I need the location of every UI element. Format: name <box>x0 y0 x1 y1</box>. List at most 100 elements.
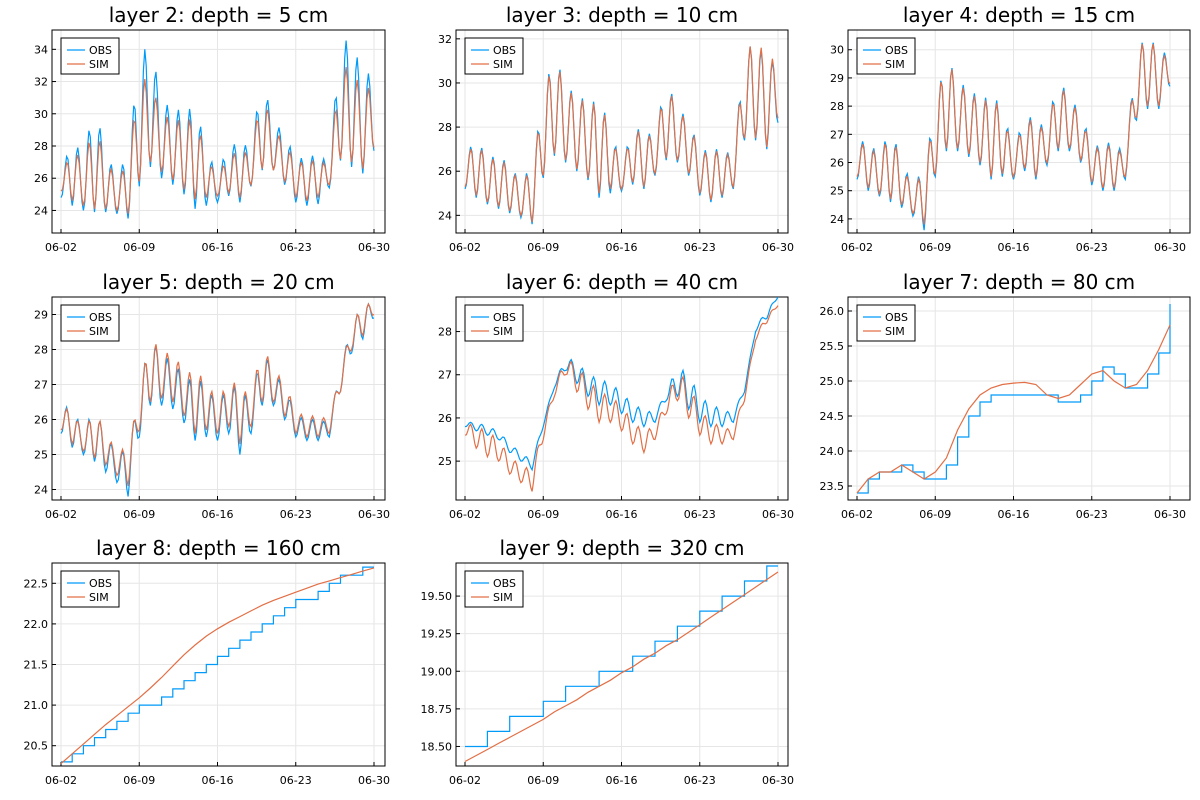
x-tick-label: 06-30 <box>762 774 794 787</box>
subplot-layer-8: layer 8: depth = 160 cm 20.5 21.0 21.5 22.0 2… <box>24 536 390 787</box>
series-line-obs <box>465 565 778 748</box>
y-tick-label: 29 <box>34 309 48 322</box>
series-line-sim <box>856 324 1171 494</box>
subplot-layer-4: layer 4: depth = 15 cm 24 25 26 27 28 29 30 06-0… <box>830 3 1191 254</box>
axes-frame <box>51 29 386 234</box>
x-tick-label: 06-02 <box>45 508 77 521</box>
legend-label-sim: SIM <box>885 325 905 338</box>
y-tick-label: 34 <box>34 43 48 56</box>
y-tick-label: 30 <box>34 108 48 121</box>
x-tick-label: 06-30 <box>358 774 390 787</box>
x-tick-label: 06-09 <box>123 774 155 787</box>
y-tick-label: 25 <box>34 449 48 462</box>
y-tick-label: 18.75 <box>421 703 453 716</box>
legend-box <box>856 304 916 342</box>
y-tick-label: 20.5 <box>24 740 49 753</box>
x-tick-label: 06-09 <box>527 774 559 787</box>
legend-label-sim: SIM <box>89 58 109 71</box>
series-line-sim <box>464 305 779 492</box>
axes-frame <box>847 296 1191 501</box>
legend-label-sim: SIM <box>885 58 905 71</box>
x-tick-label: 06-02 <box>449 774 481 787</box>
x-tick-label: 06-30 <box>1154 508 1186 521</box>
x-tick-label: 06-23 <box>684 774 716 787</box>
x-tick-label: 06-16 <box>606 241 638 254</box>
x-tick-label: 06-30 <box>762 241 794 254</box>
y-tick-label: 29 <box>830 72 844 85</box>
subplot-layer-9: layer 9: depth = 320 cm 18.50 18.75 19.00 19… <box>421 536 794 787</box>
x-tick-label: 06-16 <box>606 508 638 521</box>
y-tick-label: 21.0 <box>24 699 49 712</box>
x-tick-label: 06-30 <box>762 508 794 521</box>
series-line-sim <box>60 67 375 214</box>
y-tick-label: 27 <box>438 369 452 382</box>
series-line-sim <box>60 302 375 487</box>
y-tick-label: 22.5 <box>24 577 49 590</box>
legend-label-sim: SIM <box>493 325 513 338</box>
y-tick-label: 30 <box>438 77 452 90</box>
y-tick-label: 19.00 <box>421 665 453 678</box>
legend-box <box>60 37 120 75</box>
legend-label-obs: OBS <box>89 44 112 57</box>
subplot-layer-7: layer 7: depth = 80 cm 23.5 24.0 24.5 25.0 25… <box>820 270 1191 521</box>
subplot-layer-2: layer 2: depth = 5 cm 24 26 28 30 32 34 06-02 06… <box>34 3 390 254</box>
legend-label-obs: OBS <box>493 577 516 590</box>
x-tick-label: 06-23 <box>280 508 312 521</box>
subplot-layer-6: layer 6: depth = 40 cm 25 26 27 28 06-02 06-09… <box>438 270 794 521</box>
y-tick-label: 18.50 <box>421 740 453 753</box>
x-tick-label: 06-16 <box>202 774 234 787</box>
x-tick-label: 06-02 <box>841 241 873 254</box>
y-tick-label: 28 <box>438 326 452 339</box>
series-line-sim <box>464 46 779 223</box>
legend-label-sim: SIM <box>89 591 109 604</box>
x-tick-label: 06-09 <box>527 241 559 254</box>
x-tick-label: 06-23 <box>1076 241 1108 254</box>
y-tick-label: 25.5 <box>820 340 845 353</box>
y-tick-label: 27 <box>830 128 844 141</box>
x-tick-label: 06-23 <box>684 508 716 521</box>
x-tick-label: 06-02 <box>45 241 77 254</box>
x-tick-label: 06-16 <box>202 508 234 521</box>
y-tick-label: 24 <box>34 204 48 217</box>
y-tick-label: 32 <box>34 76 48 89</box>
x-tick-label: 06-16 <box>606 774 638 787</box>
legend-box <box>60 570 120 608</box>
panel-title: layer 3: depth = 10 cm <box>506 3 738 27</box>
y-tick-label: 25 <box>830 185 844 198</box>
panel-title: layer 9: depth = 320 cm <box>499 536 744 560</box>
legend-box <box>464 304 524 342</box>
x-tick-label: 06-23 <box>280 774 312 787</box>
y-tick-label: 28 <box>438 121 452 134</box>
x-tick-label: 06-02 <box>449 508 481 521</box>
x-tick-label: 06-16 <box>998 241 1030 254</box>
x-tick-label: 06-16 <box>998 508 1030 521</box>
panel-title: layer 2: depth = 5 cm <box>109 3 329 27</box>
y-tick-label: 23.5 <box>820 480 845 493</box>
panel-title: layer 7: depth = 80 cm <box>903 270 1135 294</box>
panel-title: layer 5: depth = 20 cm <box>102 270 334 294</box>
x-tick-label: 06-02 <box>45 774 77 787</box>
series-line-obs <box>464 297 779 472</box>
axes-frame <box>51 296 386 501</box>
series-line-sim <box>60 567 375 765</box>
y-tick-label: 19.50 <box>421 590 453 603</box>
x-tick-label: 06-09 <box>123 508 155 521</box>
x-tick-label: 06-09 <box>527 508 559 521</box>
x-tick-label: 06-23 <box>280 241 312 254</box>
legend-label-obs: OBS <box>493 311 516 324</box>
legend-label-sim: SIM <box>89 325 109 338</box>
x-tick-label: 06-16 <box>202 241 234 254</box>
y-tick-label: 26 <box>438 412 452 425</box>
y-tick-label: 26 <box>34 172 48 185</box>
legend-label-sim: SIM <box>493 58 513 71</box>
legend-label-obs: OBS <box>885 311 908 324</box>
y-tick-label: 28 <box>830 100 844 113</box>
legend-box <box>464 37 524 75</box>
y-tick-label: 19.25 <box>421 628 453 641</box>
x-tick-label: 06-30 <box>358 241 390 254</box>
y-tick-label: 25 <box>438 455 452 468</box>
axes-frame <box>847 29 1191 234</box>
series-line-obs <box>61 566 374 763</box>
x-tick-label: 06-09 <box>919 241 951 254</box>
